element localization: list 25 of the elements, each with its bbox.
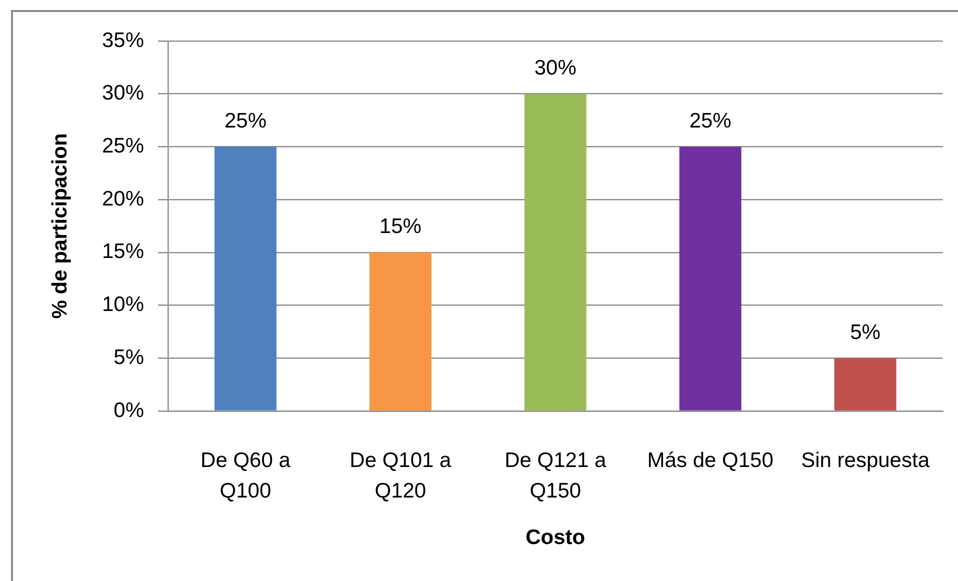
bar (369, 252, 432, 410)
y-tick-label: 15% (102, 240, 144, 264)
y-tick-label: 25% (102, 134, 144, 158)
x-tick-label: Sin respuesta (801, 449, 930, 472)
data-label: 5% (850, 320, 880, 344)
bar (214, 146, 276, 410)
x-tick-label: Más de Q150 (647, 449, 774, 472)
y-tick-label: 30% (102, 82, 144, 105)
y-tick-label: 20% (102, 187, 144, 210)
data-label: 25% (689, 110, 732, 133)
data-label: 15% (379, 215, 422, 238)
y-tick-label: 10% (102, 293, 144, 316)
data-label: 30% (534, 56, 576, 80)
y-tick-label: 0% (114, 398, 144, 422)
x-tick-label: De Q121 a Q150 (504, 449, 606, 502)
x-tick-label: De Q60 a Q100 (200, 449, 291, 502)
data-label: 25% (224, 110, 266, 133)
x-axis-title: Costo (526, 526, 586, 550)
bar (524, 94, 586, 410)
y-tick-label: 35% (102, 28, 144, 52)
y-axis-title: % de participacion (48, 133, 72, 319)
y-tick-label: 5% (114, 346, 144, 369)
bar (679, 146, 742, 410)
x-tick-label: De Q101 a Q120 (350, 449, 452, 502)
bar (834, 358, 896, 410)
